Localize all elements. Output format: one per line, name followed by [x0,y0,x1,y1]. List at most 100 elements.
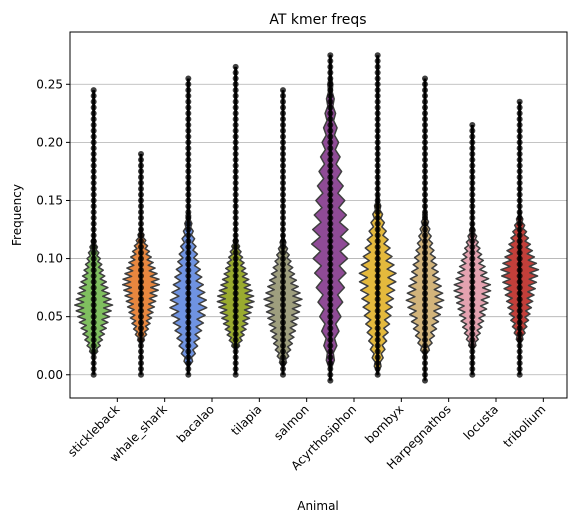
data-point [327,191,334,198]
data-point [280,151,286,157]
data-point [374,191,381,198]
data-point [516,296,523,303]
data-point [185,209,192,216]
data-point [374,226,381,233]
data-point [327,156,334,163]
data-point [232,267,239,274]
data-point [469,249,476,256]
data-point [516,98,523,105]
data-point [138,168,144,175]
data-point [138,360,144,367]
data-point [327,214,334,221]
data-point [469,214,476,221]
data-point [469,365,476,372]
data-point [374,354,381,361]
data-point [280,354,286,361]
data-point [374,110,381,117]
data-point [280,185,286,192]
data-point [374,325,381,332]
data-point [280,121,286,128]
data-point [185,197,192,204]
data-point [327,296,334,303]
data-point [185,354,192,361]
data-point [280,331,286,338]
data-point [185,371,192,378]
data-point [232,197,239,204]
data-point [90,174,97,181]
data-point [422,87,428,94]
data-point [469,261,476,268]
data-point [374,290,381,297]
data-point [232,290,239,297]
data-point [185,232,192,239]
data-point [327,98,334,105]
data-point [90,302,97,309]
data-point [138,197,144,204]
data-point [138,365,144,372]
data-point [185,249,192,256]
data-point [232,185,239,192]
data-point [516,267,523,274]
data-point [422,290,428,297]
data-point [374,278,381,285]
data-point [516,151,523,157]
data-point [422,336,428,343]
data-point [516,325,523,332]
data-point [469,191,476,198]
data-point [374,168,381,175]
data-point [327,273,334,279]
data-point [422,243,428,250]
data-point [327,319,334,326]
data-point [469,156,476,163]
data-point [90,162,97,169]
data-point [469,203,476,210]
data-point [422,81,428,88]
data-point [516,273,523,279]
data-point [516,185,523,192]
data-point [422,104,428,111]
data-point [90,151,97,157]
data-point [138,284,144,291]
data-point [469,232,476,239]
data-point [232,191,239,198]
data-point [138,203,144,210]
data-point [422,220,428,227]
data-point [280,226,286,233]
data-point [90,290,97,297]
x-tick-label: tribolium [500,402,548,450]
data-point [374,255,381,262]
data-point [232,342,239,349]
data-point [327,313,334,320]
data-point [280,98,286,105]
data-point [90,104,97,111]
data-point [469,151,476,157]
data-point [232,261,239,268]
data-point [280,197,286,204]
data-point [374,145,381,152]
data-point [469,255,476,262]
data-point [138,302,144,309]
data-point [422,238,428,245]
data-point [90,371,97,378]
data-point [90,191,97,198]
data-point [422,203,428,210]
data-point [138,261,144,268]
data-point [232,354,239,361]
data-point [516,162,523,169]
data-point [374,75,381,82]
data-point [422,162,428,169]
data-point [516,307,523,314]
data-point [374,139,381,146]
data-point [327,110,334,117]
data-point [422,185,428,192]
data-point [185,243,192,250]
data-point [327,116,334,123]
data-point [280,273,286,279]
data-point [469,139,476,146]
data-point [374,121,381,128]
data-point [232,174,239,181]
data-point [90,87,97,94]
data-point [327,145,334,152]
data-point [232,92,239,99]
data-point [469,290,476,297]
